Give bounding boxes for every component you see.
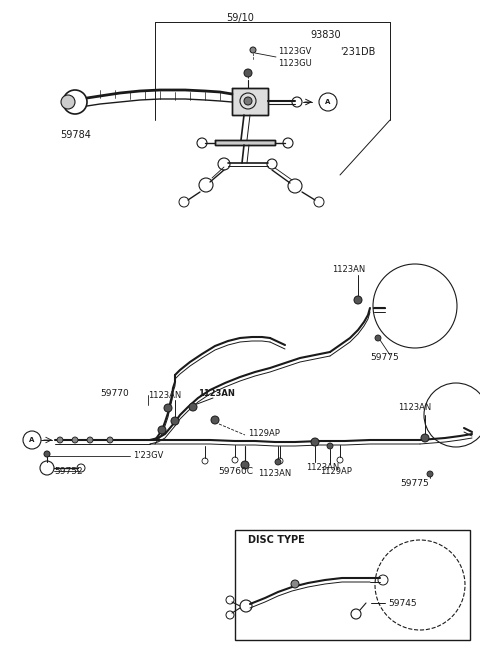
Text: A: A	[29, 437, 35, 443]
Circle shape	[354, 296, 362, 304]
Text: 1123AN: 1123AN	[148, 390, 181, 399]
Circle shape	[171, 417, 179, 425]
Text: 1123GU: 1123GU	[278, 58, 312, 68]
Circle shape	[250, 47, 256, 53]
Circle shape	[23, 431, 41, 449]
Text: 1123AN: 1123AN	[306, 463, 339, 472]
Text: '231DB: '231DB	[340, 47, 375, 57]
Circle shape	[427, 471, 433, 477]
Circle shape	[291, 580, 299, 588]
Bar	[235, 530, 470, 640]
Circle shape	[164, 404, 172, 412]
Circle shape	[375, 335, 381, 341]
Circle shape	[61, 95, 75, 109]
Text: 1123AN: 1123AN	[398, 403, 431, 411]
Circle shape	[275, 459, 281, 465]
Text: 59775: 59775	[370, 353, 399, 363]
Circle shape	[72, 437, 78, 443]
Circle shape	[327, 443, 333, 449]
Polygon shape	[232, 88, 268, 115]
Circle shape	[311, 438, 319, 446]
Circle shape	[241, 461, 249, 469]
Text: 59760C: 59760C	[218, 468, 253, 476]
Text: 1123GV: 1123GV	[278, 47, 312, 57]
Text: 59752: 59752	[54, 468, 83, 476]
Text: 1'23GV: 1'23GV	[133, 451, 163, 461]
Text: 1123AN: 1123AN	[258, 468, 291, 478]
Text: 59770: 59770	[100, 388, 129, 397]
Text: 1123AN: 1123AN	[332, 265, 365, 275]
Circle shape	[87, 437, 93, 443]
Text: DISC TYPE: DISC TYPE	[248, 535, 305, 545]
Circle shape	[158, 426, 166, 434]
Text: 1123AN: 1123AN	[198, 388, 235, 397]
Text: 59/10: 59/10	[226, 13, 254, 23]
Circle shape	[211, 416, 219, 424]
Text: 59745: 59745	[388, 599, 417, 608]
Text: 93830: 93830	[310, 30, 341, 40]
Circle shape	[244, 97, 252, 105]
Circle shape	[319, 93, 337, 111]
Circle shape	[107, 437, 113, 443]
Text: 59775: 59775	[400, 478, 429, 487]
Polygon shape	[215, 140, 275, 145]
Text: 1129AP: 1129AP	[320, 468, 352, 476]
Circle shape	[44, 451, 50, 457]
Circle shape	[189, 403, 197, 411]
Circle shape	[421, 434, 429, 442]
Circle shape	[57, 437, 63, 443]
Text: 59784: 59784	[60, 130, 91, 140]
Text: 1129AP: 1129AP	[248, 428, 280, 438]
Circle shape	[244, 69, 252, 77]
Text: A: A	[325, 99, 331, 105]
